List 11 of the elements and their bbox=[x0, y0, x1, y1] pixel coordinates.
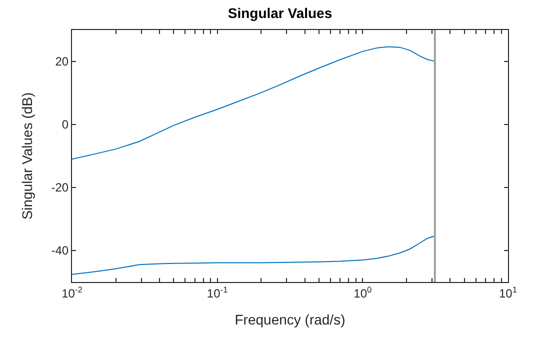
chart-title: Singular Values bbox=[228, 5, 332, 22]
x-tick-label: 10$^{1}$ bbox=[498, 284, 518, 300]
y-tick-label: -20 bbox=[51, 180, 69, 195]
y-tick-label: 20 bbox=[55, 54, 69, 69]
x-tick-label: 10$^{0}$ bbox=[354, 284, 372, 300]
y-tick-label: 0 bbox=[62, 118, 69, 132]
x-axis-title: Frequency (rad/s) bbox=[234, 312, 346, 328]
x-tick-label: 10$^{-1}$ bbox=[206, 284, 228, 300]
y-axis-title: Singular Values (dB) bbox=[18, 92, 35, 220]
x-tick-label: 10$^{-2}$ bbox=[62, 284, 83, 300]
y-tick-label: -40 bbox=[51, 244, 69, 258]
